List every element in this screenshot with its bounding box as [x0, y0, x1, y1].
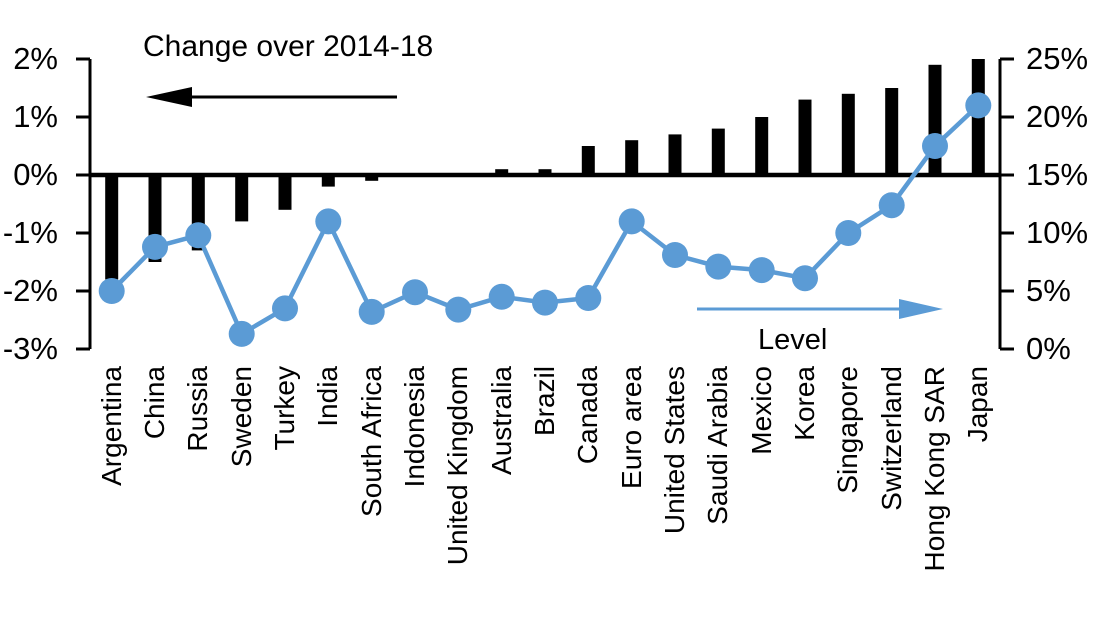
x-axis-category-label-text: Canada: [572, 366, 604, 465]
level-point-marker: [792, 265, 818, 292]
level-point-marker: [358, 298, 385, 325]
change-bar: [321, 175, 335, 187]
level-point-marker: [662, 242, 688, 268]
x-axis-category-label: Turkey: [263, 366, 307, 616]
level-point-marker: [922, 133, 948, 159]
level-point-marker: [315, 208, 342, 235]
x-axis-category-label: Argentina: [90, 366, 134, 616]
x-axis-category-label: Brazil: [523, 366, 567, 616]
x-axis-category-label-text: United Kingdom: [442, 366, 474, 566]
level-point-marker: [835, 220, 862, 246]
x-axis-category-label-text: Argentina: [95, 366, 127, 486]
x-axis-category-label-text: Euro area: [615, 366, 647, 489]
x-axis-category-label: Singapore: [826, 366, 870, 616]
level-point-marker: [748, 257, 775, 284]
level-point-marker: [618, 208, 645, 235]
x-axis-category-label: China: [133, 366, 177, 616]
change-bar: [668, 134, 682, 175]
change-bar: [105, 175, 119, 280]
level-right-arrowhead-icon: [899, 299, 943, 319]
x-axis-category-label-text: Hong Kong SAR: [919, 366, 950, 572]
x-axis-category-label: Mexico: [740, 366, 784, 616]
level-point-marker: [705, 253, 732, 280]
x-axis-category-label-text: India: [312, 366, 344, 427]
x-axis-category-label: India: [306, 366, 350, 616]
level-point-marker: [272, 295, 298, 322]
left-axis-tick-label: -2%: [2, 273, 58, 308]
change-bar: [711, 128, 725, 175]
x-axis-category-label: Australia: [480, 366, 524, 616]
right-axis-tick-label: 25%: [1026, 41, 1089, 76]
x-axis-category-label-text: United States: [659, 366, 690, 535]
level-point-marker: [98, 278, 125, 304]
level-point-marker: [575, 285, 602, 311]
x-axis-category-label-text: Saudi Arabia: [702, 366, 734, 525]
level-point-marker: [402, 279, 428, 306]
change-bar: [365, 175, 379, 181]
x-axis-category-label-text: China: [139, 366, 170, 440]
x-axis-category-label: Euro area: [610, 366, 654, 616]
change-bar: [885, 88, 899, 175]
x-axis-category-label: Indonesia: [393, 366, 437, 616]
x-axis-category-label-text: Indonesia: [399, 366, 430, 488]
level-point-marker: [445, 296, 472, 323]
change-bar: [798, 99, 812, 175]
change-left-arrowhead-icon: [146, 87, 192, 107]
x-axis-category-label: Sweden: [220, 366, 264, 616]
x-axis-category-label: Hong Kong SAR: [913, 366, 957, 616]
level-point-marker: [532, 289, 558, 316]
x-axis-category-label-text: Australia: [485, 366, 517, 475]
x-axis-category-label-text: Switzerland: [875, 366, 907, 511]
x-axis-category-label: Switzerland: [870, 366, 914, 616]
level-point-marker: [228, 320, 255, 347]
x-axis-category-label: Russia: [176, 366, 220, 616]
level-point-marker: [142, 233, 168, 260]
level-label: Level: [758, 324, 828, 356]
right-axis-tick-label: 0%: [1026, 331, 1071, 366]
right-axis-tick-label: 10%: [1026, 215, 1089, 250]
x-axis-category-label-text: Brazil: [529, 366, 560, 437]
change-bar: [235, 175, 249, 222]
change-bar: [755, 117, 769, 175]
change-bar: [495, 169, 509, 175]
level-point-marker: [488, 283, 515, 310]
x-axis-category-label: Canada: [566, 366, 610, 616]
chart-title: Change over 2014-18: [143, 30, 434, 63]
change-bar: [538, 169, 552, 175]
left-axis-tick-label: 2%: [13, 41, 58, 76]
x-axis-category-label-text: Japan: [962, 366, 994, 443]
left-axis-tick-label: -3%: [2, 331, 58, 366]
x-axis-category-label: South Africa: [350, 366, 394, 616]
x-axis-category-label-text: Singapore: [832, 366, 864, 494]
right-axis-tick-label: 20%: [1026, 99, 1089, 134]
x-axis-category-label-text: South Africa: [355, 366, 387, 517]
change-bar: [278, 175, 292, 210]
level-point-marker: [965, 92, 992, 119]
change-bar: [581, 146, 595, 175]
change-bar: [625, 140, 639, 175]
x-axis-category-label-text: Mexico: [745, 366, 777, 455]
right-axis-tick-label: 15%: [1026, 157, 1089, 192]
x-axis-category-label: Korea: [783, 366, 827, 616]
x-axis-category-label-text: Korea: [789, 366, 820, 441]
x-axis-category-label: Japan: [956, 366, 1000, 616]
x-axis-category-label-text: Turkey: [269, 366, 300, 451]
x-axis-category-label-text: Russia: [182, 366, 214, 452]
level-point-marker: [878, 192, 905, 219]
left-axis-tick-label: 1%: [13, 99, 58, 134]
x-axis-category-label: United Kingdom: [436, 366, 480, 616]
left-axis-tick-label: -1%: [2, 215, 58, 250]
level-point-marker: [185, 222, 212, 249]
x-axis-category-label-text: Sweden: [225, 366, 257, 468]
x-axis-category-label: Saudi Arabia: [696, 366, 740, 616]
left-axis-tick-label: 0%: [13, 157, 58, 192]
right-axis-tick-label: 5%: [1026, 273, 1071, 308]
change-bar: [841, 93, 855, 175]
x-axis-category-label: United States: [653, 366, 697, 616]
